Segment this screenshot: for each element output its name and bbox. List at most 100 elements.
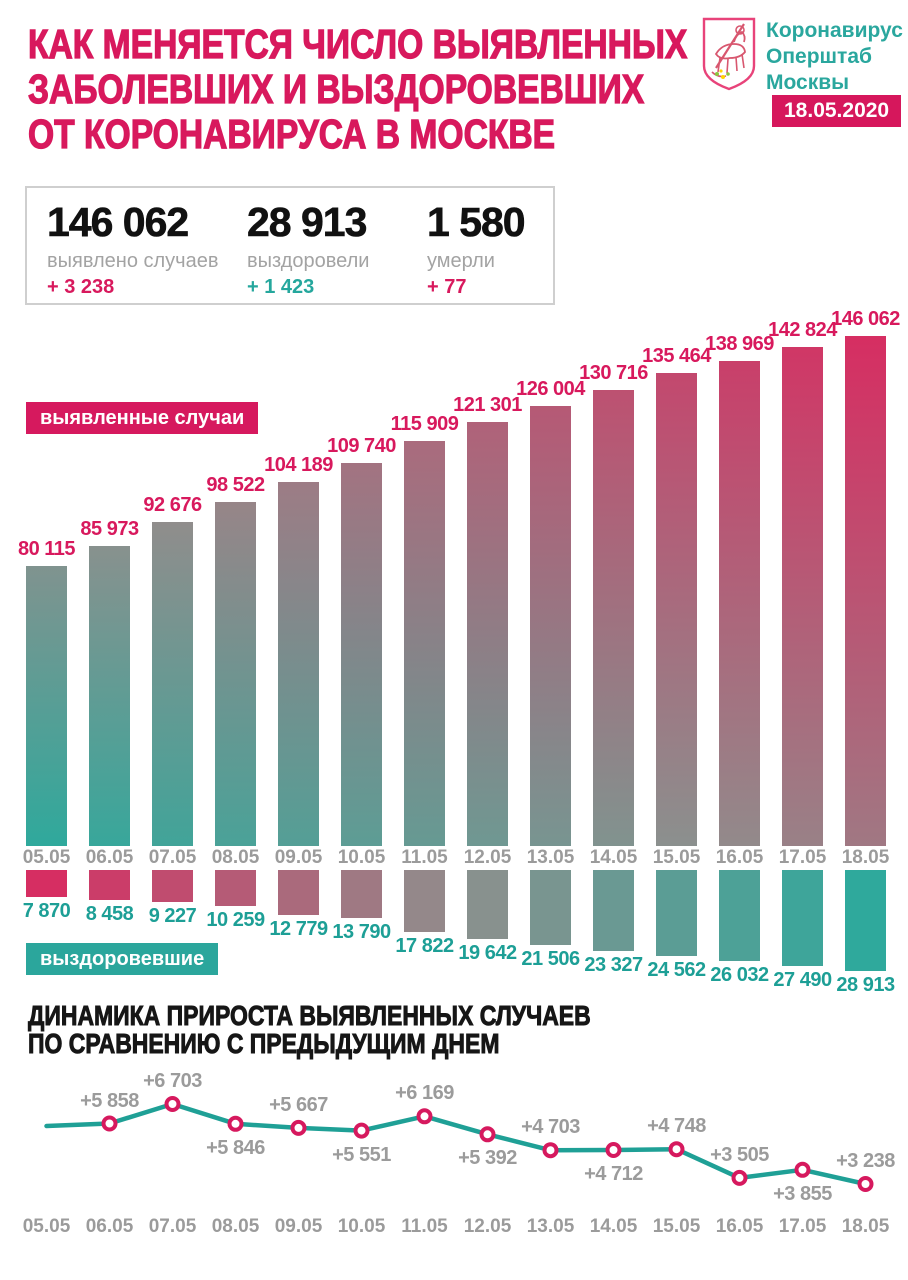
stat-recovered: 28 913 выздоровели + 1 423	[247, 198, 427, 303]
data-point-marker	[605, 1142, 622, 1158]
detected-bar	[845, 336, 886, 846]
detected-value-label: 85 973	[80, 518, 139, 540]
data-point-marker	[479, 1126, 496, 1143]
line-date-label: 06.05	[85, 1216, 134, 1237]
stat-deaths: 1 580 умерли + 77	[427, 198, 526, 303]
line-chart-svg	[44, 1096, 874, 1192]
recovered-value-label: 24 562	[647, 959, 706, 981]
data-point-marker	[794, 1161, 811, 1178]
recovered-bar	[782, 870, 823, 966]
recovered-value-label: 17 822	[395, 935, 454, 957]
title-line-3: ОТ КОРОНАВИРУСА В МОСКВЕ	[27, 111, 556, 157]
bar-date-label: 10.05	[337, 847, 386, 868]
org-line-2: Оперштаб	[766, 45, 872, 68]
line-date-label: 07.05	[148, 1216, 197, 1237]
line-date-label: 15.05	[652, 1216, 701, 1237]
growth-line	[44, 1101, 868, 1187]
data-point-marker	[416, 1108, 433, 1125]
title-line-2: ЗАБОЛЕВШИХ И ВЫЗДОРОВЕВШИХ	[27, 66, 645, 112]
line-date-label: 09.05	[274, 1216, 323, 1237]
recovered-bar	[152, 870, 193, 902]
detected-value-label: 92 676	[143, 494, 202, 516]
bar-date-label: 11.05	[401, 847, 448, 868]
recovered-value-label: 26 032	[710, 964, 769, 986]
bar-date-label: 09.05	[274, 847, 323, 868]
stat-deaths-label: умерли	[427, 250, 495, 272]
moscow-coat-of-arms-icon	[702, 17, 756, 91]
detected-value-label: 138 969	[705, 333, 774, 355]
title-line-1: КАК МЕНЯЕТСЯ ЧИСЛО ВЫЯВЛЕННЫХ	[27, 21, 688, 67]
line-chart-title: ДИНАМИКА ПРИРОСТА ВЫЯВЛЕННЫХ СЛУЧАЕВ ПО …	[28, 1001, 714, 1058]
stat-detected-label: выявлено случаев	[47, 250, 219, 272]
data-point-marker	[101, 1115, 118, 1132]
recovered-value-label: 8 458	[85, 903, 134, 925]
line-date-label: 18.05	[841, 1216, 890, 1237]
recovered-bar	[719, 870, 760, 961]
detected-bar	[278, 482, 319, 846]
recovered-bar	[845, 870, 886, 971]
detected-value-label: 121 301	[453, 394, 522, 416]
detected-bar	[530, 406, 571, 846]
line-date-label: 08.05	[211, 1216, 260, 1237]
line-date-label: 05.05	[22, 1216, 71, 1237]
detected-bar	[404, 441, 445, 846]
recovered-value-label: 9 227	[148, 905, 197, 927]
detected-bar	[782, 347, 823, 846]
recovered-value-label: 28 913	[836, 974, 895, 996]
line-date-label: 14.05	[589, 1216, 638, 1237]
recovered-value-label: 21 506	[521, 948, 580, 970]
recovered-bar	[467, 870, 508, 939]
org-line-3: Москвы	[766, 71, 850, 94]
bar-date-label: 05.05	[22, 847, 71, 868]
data-point-marker	[353, 1122, 370, 1139]
legend-detected-badge: выявленные случаи	[26, 402, 259, 434]
recovered-bar	[26, 870, 67, 897]
detected-value-label: 109 740	[327, 435, 396, 457]
bar-chart: 80 115 05.05 7 870 85 973 06.05 8 458 92 676 07…	[17, 308, 900, 996]
recovered-bar	[656, 870, 697, 956]
bar-date-label: 17.05	[778, 847, 827, 868]
bar-date-label: 18.05	[841, 847, 890, 868]
detected-value-label: 104 189	[264, 454, 333, 476]
detected-value-label: 80 115	[17, 538, 76, 560]
line-date-label: 13.05	[526, 1216, 575, 1237]
detected-bar	[89, 546, 130, 846]
detected-bar	[341, 463, 382, 846]
data-point-marker	[542, 1142, 559, 1159]
org-line-1: Коронавирус	[766, 19, 903, 42]
data-point-marker	[857, 1176, 874, 1192]
recovered-bar	[215, 870, 256, 906]
detected-bar	[656, 373, 697, 846]
recovered-bar	[530, 870, 571, 945]
detected-value-label: 142 824	[768, 319, 837, 341]
detected-value-label: 130 716	[579, 362, 648, 384]
recovered-value-label: 23 327	[584, 954, 643, 976]
line-date-label: 12.05	[463, 1216, 512, 1237]
page-title: КАК МЕНЯЕТСЯ ЧИСЛО ВЫЯВЛЕННЫХ ЗАБОЛЕВШИХ…	[27, 21, 832, 157]
recovered-bar	[593, 870, 634, 951]
stat-deaths-value: 1 580	[427, 199, 526, 246]
data-point-marker	[290, 1119, 307, 1136]
detected-bar	[26, 566, 67, 846]
bar-date-label: 08.05	[211, 847, 260, 868]
detected-value-label: 135 464	[642, 345, 711, 367]
data-point-marker	[164, 1096, 181, 1112]
date-badge: 18.05.2020	[772, 95, 902, 127]
recovered-bar	[278, 870, 319, 915]
line-date-label: 16.05	[715, 1216, 764, 1237]
org-name: Коронавирус Оперштаб Москвы	[766, 18, 903, 96]
detected-bar	[719, 361, 760, 846]
bar-date-label: 14.05	[589, 847, 638, 868]
recovered-value-label: 13 790	[332, 921, 391, 943]
line-date-label: 10.05	[337, 1216, 386, 1237]
bar-date-label: 13.05	[526, 847, 575, 868]
detected-value-label: 115 909	[390, 413, 459, 435]
detected-bar	[215, 502, 256, 846]
line-date-label: 11.05	[401, 1216, 448, 1237]
recovered-value-label: 27 490	[773, 969, 832, 991]
bar-date-label: 15.05	[652, 847, 701, 868]
bar-date-label: 06.05	[85, 847, 134, 868]
bar-date-label: 12.05	[463, 847, 512, 868]
detected-value-label: 126 004	[516, 378, 585, 400]
